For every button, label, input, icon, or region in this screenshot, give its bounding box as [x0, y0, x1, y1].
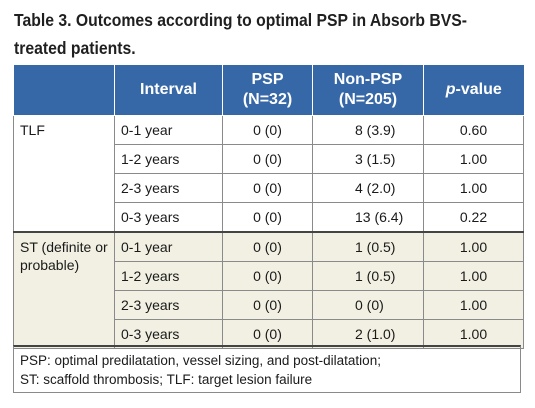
header-nonpsp-label: Non-PSP — [333, 71, 403, 88]
interval-cell: 0-1 year — [114, 115, 223, 145]
table-row: 2-3 years 0 (0) 0 (0) 1.00 — [14, 290, 524, 320]
psp-cell: 0 (0) — [222, 115, 313, 145]
header-interval: Interval — [114, 65, 223, 116]
pvalue-cell: 1.00 — [423, 173, 524, 203]
pvalue-cell: 1.00 — [423, 290, 524, 320]
table-row: ST (definite or probable) 0-1 year 0 (0)… — [13, 231, 524, 349]
pvalue-cell: 1.00 — [423, 261, 524, 291]
table-row: 0-3 years 0 (0) 2 (1.0) 1.00 — [14, 319, 524, 349]
interval-cell: 0-3 years — [114, 319, 223, 349]
table-row: 2-3 years 0 (0) 4 (2.0) 1.00 — [14, 173, 524, 203]
table-row: 1-2 years 0 (0) 3 (1.5) 1.00 — [14, 144, 524, 174]
group-label-st: ST (definite or probable) — [13, 231, 115, 349]
header-pvalue-p: p — [445, 81, 456, 98]
pvalue-cell: 1.00 — [423, 144, 524, 174]
nonpsp-cell: 1 (0.5) — [312, 261, 424, 291]
psp-cell: 0 (0) — [222, 144, 313, 174]
pvalue-cell: 0.60 — [423, 115, 524, 145]
header-psp-n: (N=32) — [242, 91, 293, 108]
footnote-line-2: ST: scaffold thrombosis; TLF: target les… — [20, 372, 313, 387]
interval-cell: 1-2 years — [114, 261, 223, 291]
table-row: 0-3 years 0 (0) 13 (6.4) 0.22 — [14, 202, 524, 233]
interval-cell: 1-2 years — [114, 144, 223, 174]
header-nonpsp: Non-PSP (N=205) — [312, 65, 424, 116]
nonpsp-cell: 13 (6.4) — [312, 202, 424, 233]
header-psp: PSP (N=32) — [222, 65, 313, 116]
interval-cell: 2-3 years — [114, 173, 223, 203]
header-pvalue-rest: -value — [455, 81, 502, 98]
table-header-row: Interval PSP (N=32) Non-PSP (N=205) p-va… — [13, 65, 524, 116]
header-pvalue: p-value — [423, 65, 524, 116]
interval-cell: 0-3 years — [114, 202, 223, 233]
psp-cell: 0 (0) — [222, 231, 313, 262]
psp-cell: 0 (0) — [222, 319, 313, 349]
header-nonpsp-n: (N=205) — [338, 91, 398, 108]
outcomes-table: Interval PSP (N=32) Non-PSP (N=205) p-va… — [13, 65, 524, 349]
psp-cell: 0 (0) — [222, 261, 313, 291]
nonpsp-cell: 0 (0) — [312, 290, 424, 320]
nonpsp-cell: 2 (1.0) — [312, 319, 424, 349]
nonpsp-cell: 4 (2.0) — [312, 173, 424, 203]
nonpsp-cell: 1 (0.5) — [312, 231, 424, 262]
psp-cell: 0 (0) — [222, 202, 313, 233]
psp-cell: 0 (0) — [222, 290, 313, 320]
header-empty — [13, 65, 115, 116]
pvalue-cell: 1.00 — [423, 319, 524, 349]
table-footnote: PSP: optimal predilatation, vessel sizin… — [13, 345, 521, 393]
footnote-line-1: PSP: optimal predilatation, vessel sizin… — [20, 353, 381, 368]
nonpsp-cell: 8 (3.9) — [312, 115, 424, 145]
table-caption: Table 3. Outcomes according to optimal P… — [14, 10, 468, 58]
interval-cell: 0-1 year — [114, 231, 223, 262]
table-row: TLF 0-1 year 0 (0) 8 (3.9) 0.60 — [13, 115, 524, 233]
pvalue-cell: 0.22 — [423, 202, 524, 233]
table-row: 1-2 years 0 (0) 1 (0.5) 1.00 — [14, 261, 524, 291]
group-label-tlf: TLF — [13, 115, 115, 233]
nonpsp-cell: 3 (1.5) — [312, 144, 424, 174]
psp-cell: 0 (0) — [222, 173, 313, 203]
pvalue-cell: 1.00 — [423, 231, 524, 262]
header-psp-label: PSP — [251, 71, 284, 88]
interval-cell: 2-3 years — [114, 290, 223, 320]
